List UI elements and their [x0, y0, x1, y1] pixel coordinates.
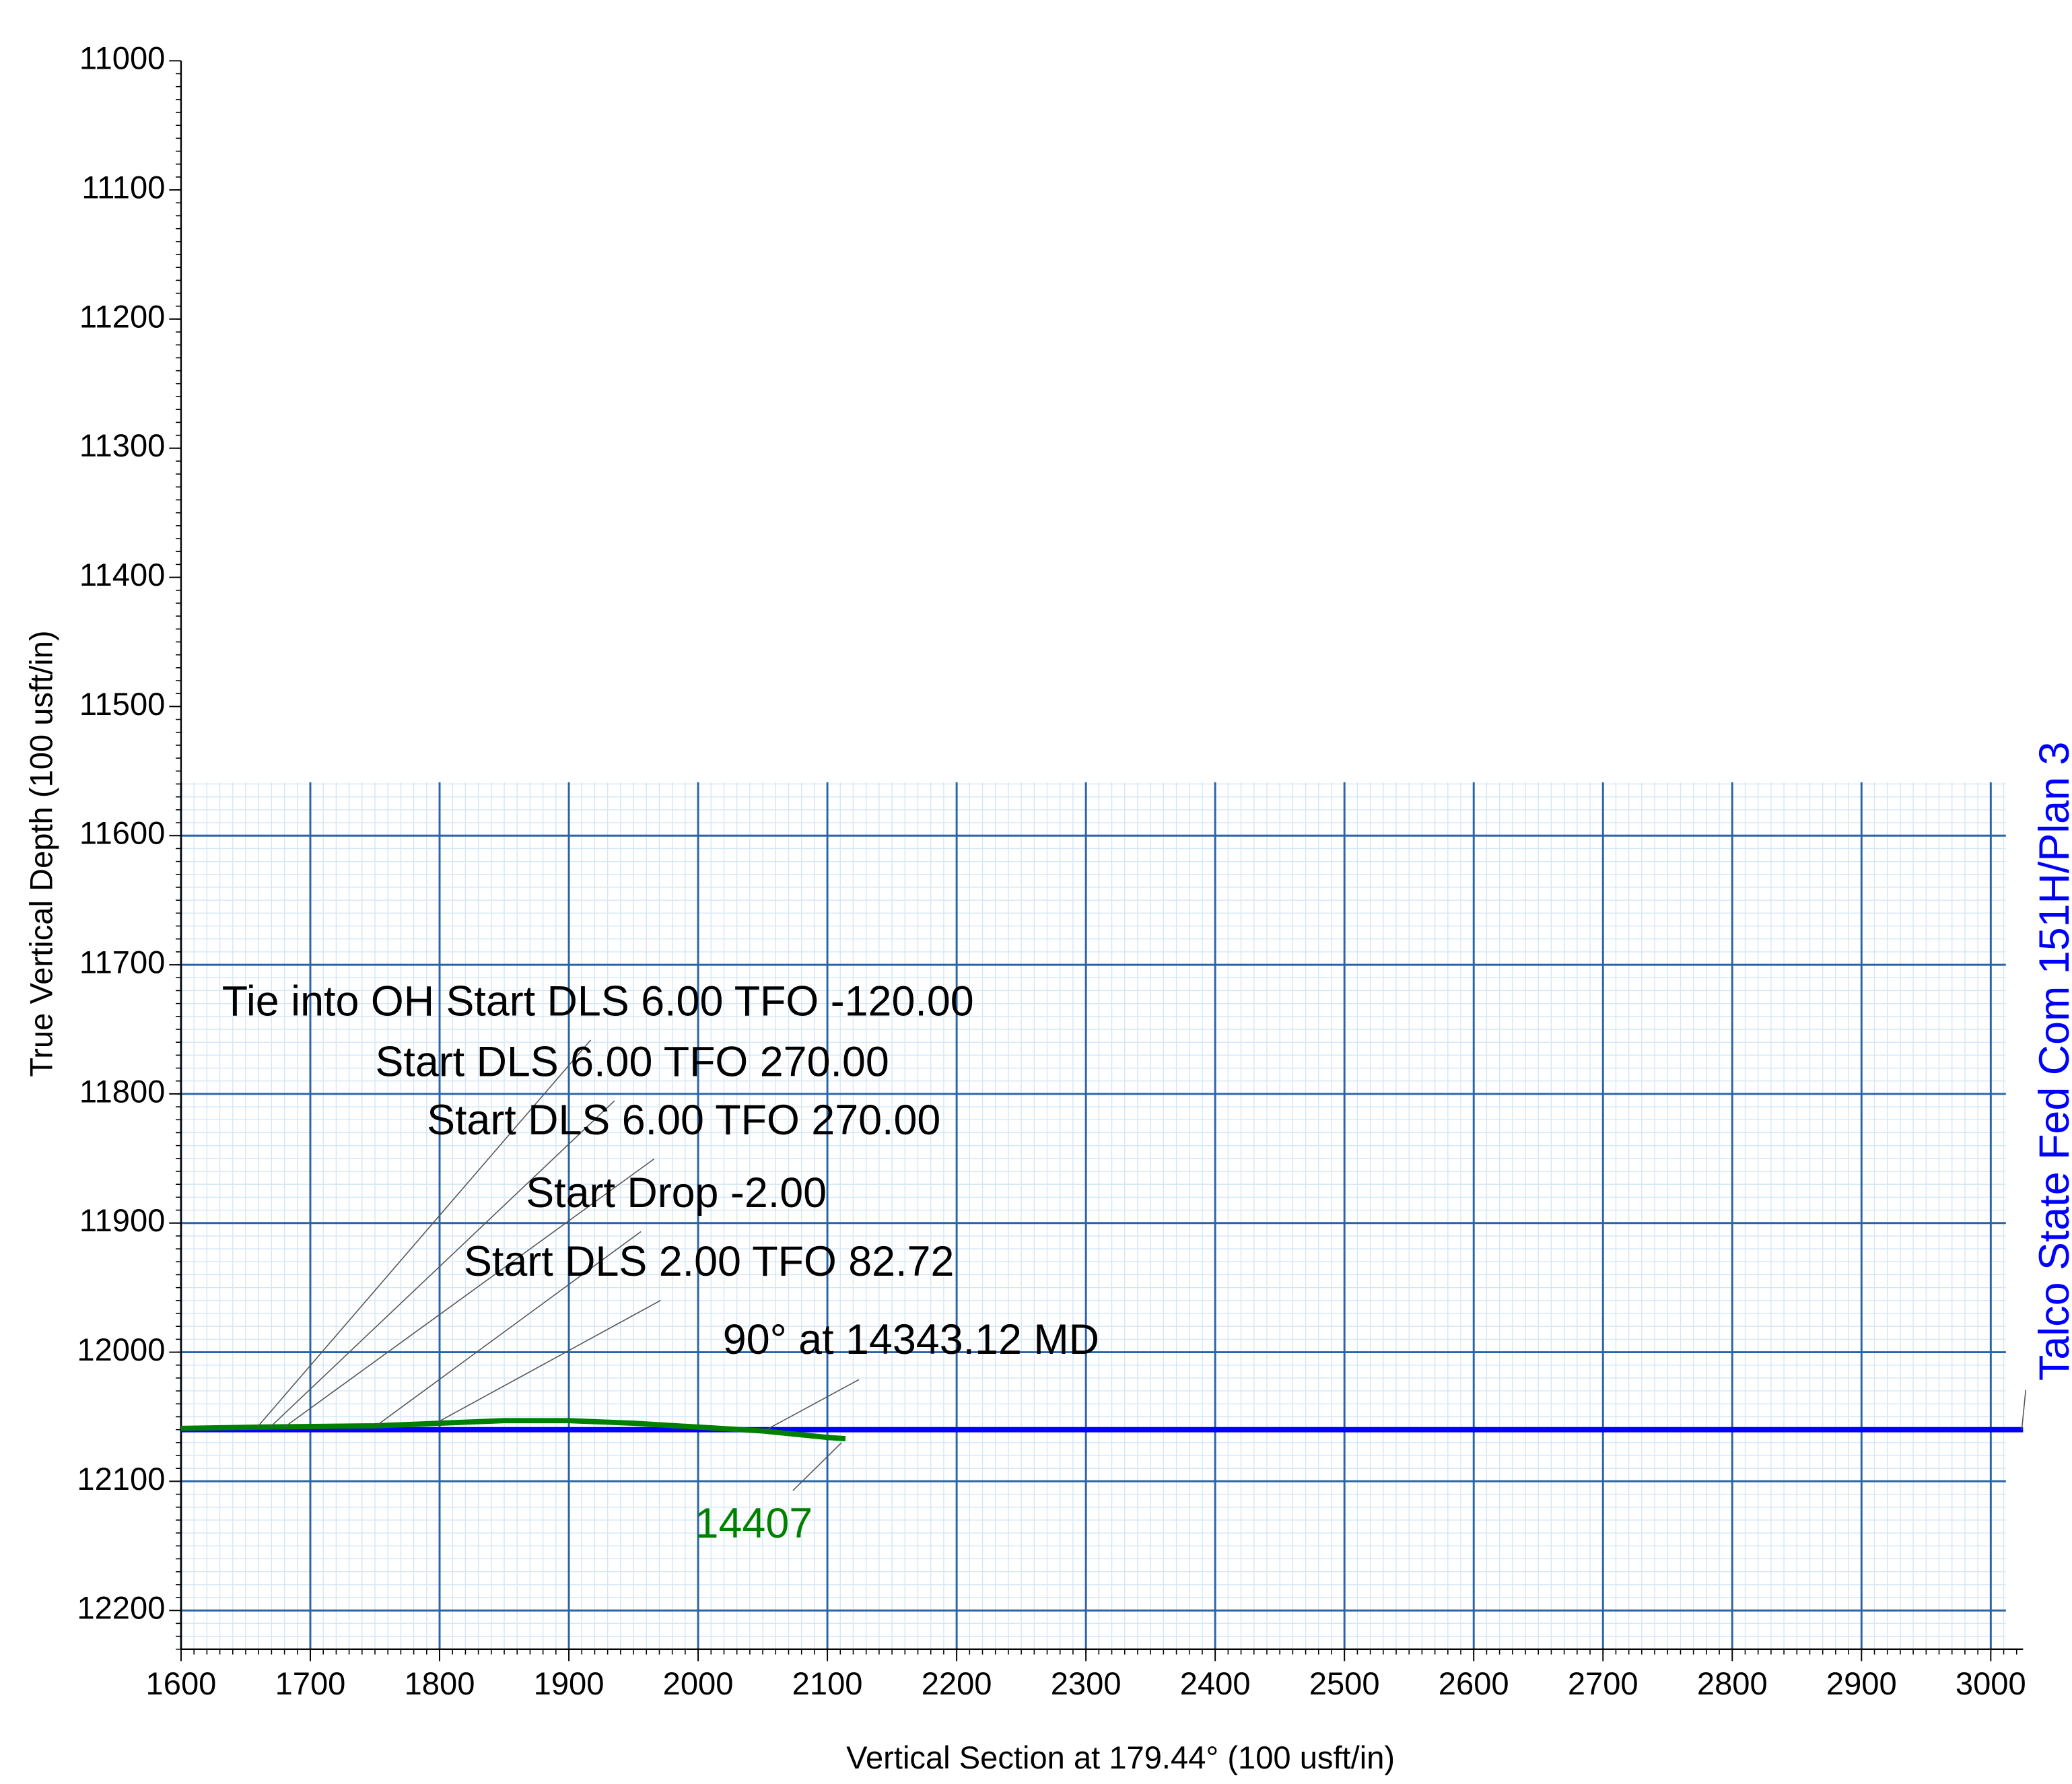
y-tick-label: 11800 [79, 1073, 166, 1109]
leader-line [435, 1299, 661, 1424]
x-tick-label: 1700 [275, 1666, 346, 1701]
annotation: Start DLS 6.00 TFO 270.00 [427, 1097, 940, 1144]
annotation: Tie into OH Start DLS 6.00 TFO -120.00 [222, 977, 974, 1025]
y-tick-label: 11200 [79, 298, 166, 334]
x-tick-label: 1900 [534, 1666, 605, 1701]
annotation: Start Drop -2.00 [526, 1169, 827, 1216]
y-tick-label: 11000 [79, 40, 166, 76]
leader-line [763, 1379, 860, 1432]
annotation: Start DLS 2.00 TFO 82.72 [464, 1238, 954, 1285]
x-tick-label: 2600 [1439, 1666, 1509, 1701]
y-tick-label: 12100 [77, 1461, 165, 1497]
x-tick-label: 2400 [1180, 1666, 1251, 1701]
y-tick-label: 11600 [79, 815, 166, 851]
series-label: Talco State Fed Com 151H/Plan 3 [2031, 742, 2072, 1381]
x-tick-label: 1600 [146, 1666, 217, 1701]
x-tick-label: 2500 [1309, 1666, 1380, 1701]
y-tick-label: 11900 [79, 1202, 166, 1238]
x-tick-label: 2900 [1826, 1666, 1897, 1701]
y-tick-label: 11400 [79, 557, 166, 592]
x-tick-label: 2000 [663, 1666, 734, 1701]
leader-line [792, 1442, 842, 1491]
leader-line [256, 1039, 592, 1428]
leader-line [269, 1100, 615, 1428]
y-tick-label: 11500 [79, 686, 166, 722]
x-tick-label: 3000 [1956, 1666, 2026, 1701]
leader-line [2021, 1390, 2027, 1430]
x-axis-title: Vertical Section at 179.44° (100 usft/in… [846, 1740, 1395, 1775]
leader-line [284, 1158, 655, 1428]
x-tick-label: 2700 [1568, 1666, 1638, 1701]
series-line [180, 1418, 846, 1442]
end-label: 14407 [695, 1500, 813, 1547]
y-tick-label: 11700 [79, 945, 166, 980]
x-tick-label: 2300 [1051, 1666, 1121, 1701]
annotation: Start DLS 6.00 TFO 270.00 [376, 1039, 889, 1086]
y-axis-title: True Vertical Depth (100 usft/in) [23, 630, 59, 1076]
y-tick-label: 12200 [77, 1590, 165, 1626]
x-tick-label: 1800 [405, 1666, 475, 1701]
x-tick-label: 2800 [1697, 1666, 1768, 1701]
y-tick-label: 11300 [79, 427, 166, 463]
leader-line [376, 1231, 642, 1427]
annotation: 90° at 14343.12 MD [723, 1316, 1099, 1363]
x-tick-label: 2200 [922, 1666, 992, 1701]
y-tick-label: 11100 [81, 170, 165, 205]
y-tick-label: 12000 [77, 1332, 165, 1367]
x-tick-label: 2100 [792, 1666, 863, 1701]
